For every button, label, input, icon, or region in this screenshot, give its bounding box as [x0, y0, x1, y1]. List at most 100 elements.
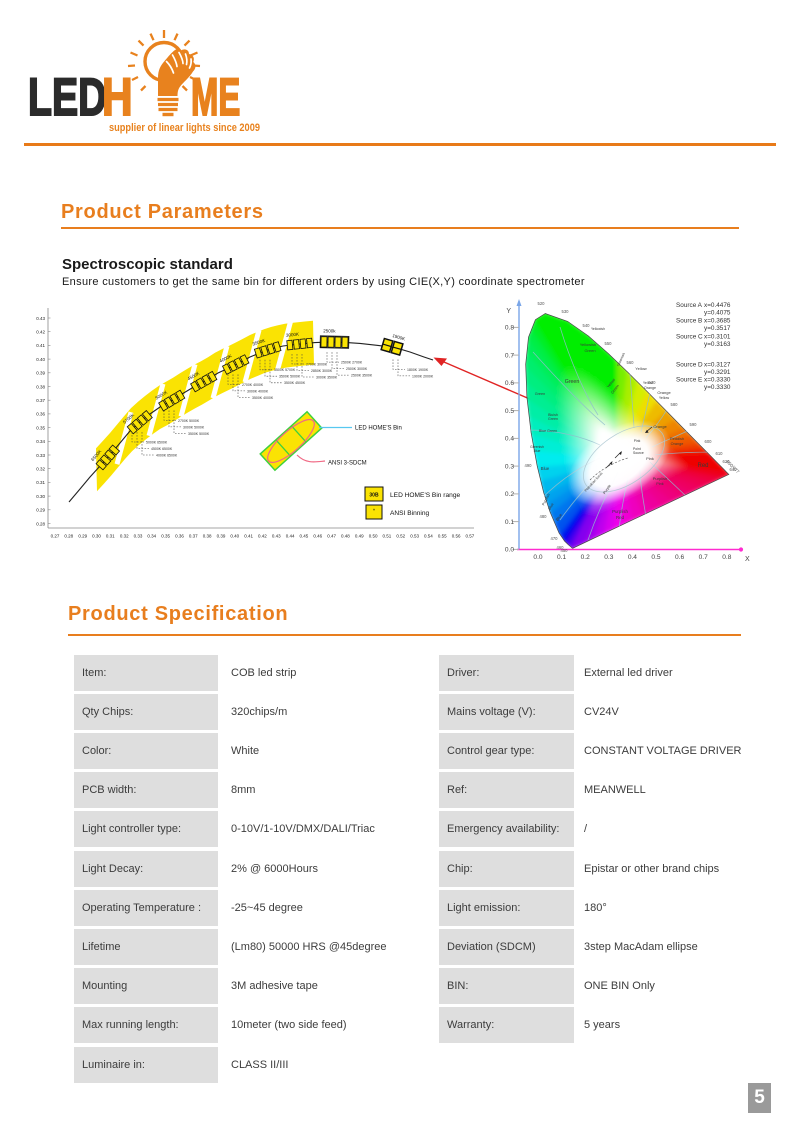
svg-text:x=0.3127: x=0.3127 [704, 362, 731, 369]
svg-text:y=0.3330: y=0.3330 [704, 384, 731, 391]
svg-text:0.0: 0.0 [505, 547, 514, 554]
svg-text:x=0.4476: x=0.4476 [704, 302, 731, 309]
svg-text:650/677: 650/677 [725, 459, 740, 474]
svg-text:5000K: 5000K [154, 390, 168, 401]
svg-text:0.37: 0.37 [36, 398, 45, 403]
svg-text:3000K 4000K: 3000K 4000K [247, 389, 269, 393]
svg-text:0.31: 0.31 [106, 534, 115, 539]
svg-text:0.1: 0.1 [557, 554, 566, 561]
svg-text:x=0.3330: x=0.3330 [704, 377, 731, 384]
svg-text:0.31: 0.31 [36, 480, 45, 485]
svg-text:0.5: 0.5 [651, 554, 660, 561]
svg-text:Greenish: Greenish [530, 445, 544, 449]
svg-text:580: 580 [671, 402, 679, 407]
svg-text:0.39: 0.39 [36, 371, 45, 376]
svg-text:Source E: Source E [676, 377, 702, 384]
svg-text:Green: Green [610, 384, 620, 395]
svg-text:Blue: Blue [541, 466, 550, 471]
svg-text:0.33: 0.33 [134, 534, 143, 539]
svg-text:Purplish: Purplish [612, 509, 628, 514]
svg-text:4500K: 4500K [187, 371, 201, 382]
svg-text:3500K 5700K: 3500K 5700K [274, 368, 296, 372]
svg-text:LED HOME'S Bin: LED HOME'S Bin [355, 426, 402, 432]
svg-text:0.8: 0.8 [505, 325, 514, 332]
svg-text:0.43: 0.43 [36, 316, 45, 321]
svg-text:0.37: 0.37 [189, 534, 198, 539]
svg-text:0.30: 0.30 [92, 534, 101, 539]
svg-text:1900K: 1900K [392, 333, 406, 341]
svg-text:610: 610 [716, 451, 724, 456]
svg-text:0.42: 0.42 [258, 534, 267, 539]
svg-text:Blue: Blue [554, 512, 563, 522]
svg-text:3500K 4500K: 3500K 4500K [284, 381, 306, 385]
svg-text:0.35: 0.35 [161, 534, 170, 539]
svg-text:Yellow: Yellow [659, 396, 670, 400]
svg-text:Blue: Blue [548, 502, 555, 510]
svg-text:X: X [745, 556, 750, 563]
svg-text:5000K 6500K: 5000K 6500K [146, 440, 168, 444]
svg-text:y=0.3517: y=0.3517 [704, 325, 731, 332]
svg-text:3500K 4000K: 3500K 4000K [252, 396, 274, 400]
svg-text:Yellowish: Yellowish [580, 342, 597, 347]
svg-text:Green: Green [535, 392, 546, 396]
svg-text:550: 550 [605, 341, 613, 346]
svg-text:4000K: 4000K [219, 353, 233, 363]
svg-text:0.32: 0.32 [120, 534, 129, 539]
svg-text:3500K 5000K: 3500K 5000K [279, 375, 301, 379]
svg-text:0.6: 0.6 [675, 554, 684, 561]
svg-text:ANSI 3-SDCM: ANSI 3-SDCM [328, 461, 367, 467]
svg-text:0.34: 0.34 [36, 439, 45, 444]
svg-text:2500K 3000K: 2500K 3000K [346, 367, 368, 371]
svg-text:Pink: Pink [634, 439, 641, 443]
svg-text:Reddish: Reddish [670, 437, 684, 441]
svg-text:Bluish: Bluish [548, 413, 558, 417]
svg-text:0.50: 0.50 [369, 534, 378, 539]
svg-text:Source A: Source A [676, 302, 703, 309]
svg-text:Pink: Pink [656, 482, 663, 486]
svg-text:Yellow: Yellow [643, 381, 654, 385]
svg-text:Green: Green [548, 417, 558, 421]
svg-text:Point: Point [633, 447, 641, 451]
svg-text:0.6: 0.6 [505, 380, 514, 387]
svg-text:x=0.3101: x=0.3101 [704, 334, 731, 341]
svg-text:0.48: 0.48 [341, 534, 350, 539]
svg-text:0.51: 0.51 [383, 534, 392, 539]
svg-text:0.55: 0.55 [438, 534, 447, 539]
svg-text:3000K: 3000K [286, 332, 299, 338]
svg-text:0.44: 0.44 [286, 534, 295, 539]
svg-text:2700K 3000K: 2700K 3000K [306, 362, 328, 366]
svg-text:Yellow: Yellow [635, 366, 647, 371]
svg-text:Orange: Orange [653, 424, 667, 429]
svg-text:570: 570 [649, 380, 657, 385]
svg-text:2700K 4000K: 2700K 4000K [242, 383, 264, 387]
svg-text:0.49: 0.49 [355, 534, 364, 539]
svg-text:0.41: 0.41 [244, 534, 253, 539]
svg-text:0.3: 0.3 [604, 554, 613, 561]
svg-text:Pink: Pink [646, 456, 654, 461]
svg-text:0.52: 0.52 [396, 534, 405, 539]
svg-text:0.3: 0.3 [505, 463, 514, 470]
svg-text:Purple: Purple [602, 484, 612, 495]
svg-text:0.46: 0.46 [313, 534, 322, 539]
svg-text:0.40: 0.40 [230, 534, 239, 539]
svg-text:Blue Green: Blue Green [539, 429, 557, 433]
svg-text:0.43: 0.43 [272, 534, 281, 539]
svg-text:0.29: 0.29 [36, 508, 45, 513]
svg-text:3500K: 3500K [252, 338, 266, 347]
svg-text:530: 530 [562, 309, 570, 314]
svg-text:Source: Source [633, 451, 644, 455]
svg-text:0.4: 0.4 [505, 436, 514, 443]
svg-text:490: 490 [525, 463, 533, 468]
svg-text:0.41: 0.41 [36, 343, 45, 348]
svg-text:x=0.3685: x=0.3685 [704, 318, 731, 325]
svg-text:0.42: 0.42 [36, 330, 45, 335]
svg-text:0.40: 0.40 [36, 357, 45, 362]
svg-text:Orange: Orange [671, 442, 684, 446]
svg-text:0.39: 0.39 [217, 534, 226, 539]
svg-text:Source D: Source D [676, 362, 703, 369]
svg-text:2700K 5000K: 2700K 5000K [178, 419, 200, 423]
svg-text:0.56: 0.56 [452, 534, 461, 539]
svg-text:Purplish: Purplish [653, 476, 667, 481]
svg-text:2500K 3500K: 2500K 3500K [351, 374, 373, 378]
svg-text:Yellow: Yellow [606, 378, 616, 389]
